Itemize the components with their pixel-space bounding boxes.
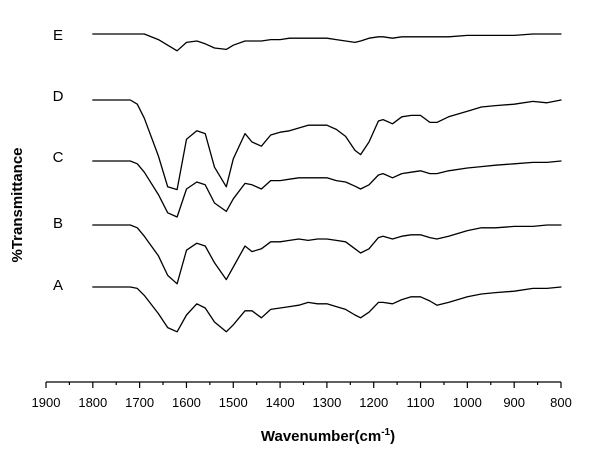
series-layer xyxy=(92,33,562,333)
x-tick-label: 1100 xyxy=(407,395,435,410)
x-axis-title-superscript: -1 xyxy=(381,427,390,438)
x-tick-label: 1700 xyxy=(125,395,154,410)
series-label-e: E xyxy=(53,27,63,44)
x-tick-label: 1400 xyxy=(266,395,295,410)
x-tick-label: 1000 xyxy=(453,395,482,410)
series-label-d: D xyxy=(53,88,64,105)
series-label-c: C xyxy=(53,149,64,166)
x-axis-title: Wavenumber(cm-1) xyxy=(261,427,395,445)
series-label-layer: A B C D E xyxy=(53,27,64,294)
x-tick-label: 800 xyxy=(550,395,572,410)
series-line-d xyxy=(92,99,562,191)
x-tick-label: 1800 xyxy=(78,395,107,410)
x-tick-layer: 1900 1800 1700 1600 1500 1400 1300 1200 1100 1000… xyxy=(32,382,572,410)
series-label-a: A xyxy=(53,277,63,294)
x-tick-label: 1600 xyxy=(172,395,201,410)
series-line-c xyxy=(92,160,562,218)
x-tick-label: 1900 xyxy=(32,395,61,410)
x-tick-label: 900 xyxy=(503,395,525,410)
x-tick-label: 1500 xyxy=(219,395,248,410)
y-axis-title: %Transmittance xyxy=(9,147,26,262)
x-tick-label: 1200 xyxy=(359,395,388,410)
series-line-e xyxy=(92,33,562,52)
series-label-b: B xyxy=(53,215,63,232)
series-line-b xyxy=(92,224,562,285)
x-tick-label: 1300 xyxy=(312,395,341,410)
series-line-a xyxy=(92,286,562,333)
